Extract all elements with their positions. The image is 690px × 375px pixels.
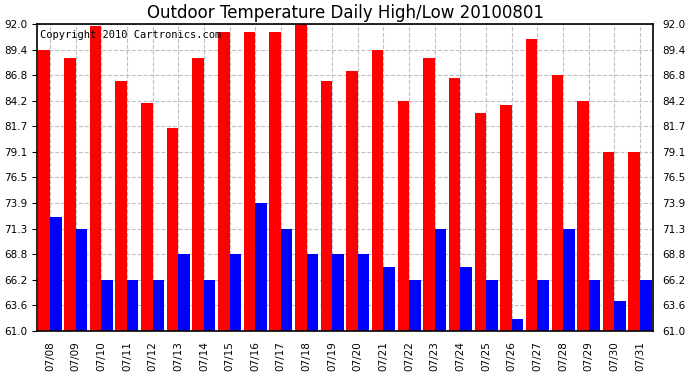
- Bar: [500, 105, 512, 331]
- Bar: [178, 254, 190, 331]
- Bar: [384, 267, 395, 331]
- Bar: [90, 26, 101, 331]
- Bar: [281, 229, 293, 331]
- Bar: [460, 267, 472, 331]
- Bar: [577, 101, 589, 331]
- Bar: [409, 280, 421, 331]
- Bar: [76, 229, 87, 331]
- Bar: [306, 254, 318, 331]
- Bar: [218, 32, 230, 331]
- Bar: [255, 203, 267, 331]
- Bar: [435, 229, 446, 331]
- Bar: [269, 32, 281, 331]
- Bar: [101, 280, 113, 331]
- Bar: [372, 50, 384, 331]
- Bar: [332, 254, 344, 331]
- Bar: [397, 101, 409, 331]
- Bar: [526, 39, 538, 331]
- Bar: [603, 152, 614, 331]
- Bar: [244, 32, 255, 331]
- Bar: [230, 254, 241, 331]
- Bar: [167, 128, 178, 331]
- Bar: [50, 217, 61, 331]
- Bar: [64, 58, 76, 331]
- Bar: [551, 75, 563, 331]
- Bar: [449, 78, 460, 331]
- Bar: [321, 81, 332, 331]
- Bar: [193, 58, 204, 331]
- Bar: [640, 280, 651, 331]
- Bar: [486, 280, 497, 331]
- Bar: [127, 280, 139, 331]
- Bar: [141, 103, 152, 331]
- Bar: [589, 280, 600, 331]
- Bar: [563, 229, 575, 331]
- Bar: [115, 81, 127, 331]
- Bar: [152, 280, 164, 331]
- Bar: [538, 280, 549, 331]
- Bar: [358, 254, 369, 331]
- Title: Outdoor Temperature Daily High/Low 20100801: Outdoor Temperature Daily High/Low 20100…: [146, 4, 544, 22]
- Bar: [346, 71, 358, 331]
- Bar: [512, 320, 523, 331]
- Bar: [614, 302, 626, 331]
- Bar: [204, 280, 215, 331]
- Bar: [475, 113, 486, 331]
- Bar: [423, 58, 435, 331]
- Bar: [629, 152, 640, 331]
- Bar: [39, 50, 50, 331]
- Bar: [295, 24, 306, 331]
- Text: Copyright 2010 Cartronics.com: Copyright 2010 Cartronics.com: [40, 30, 221, 40]
